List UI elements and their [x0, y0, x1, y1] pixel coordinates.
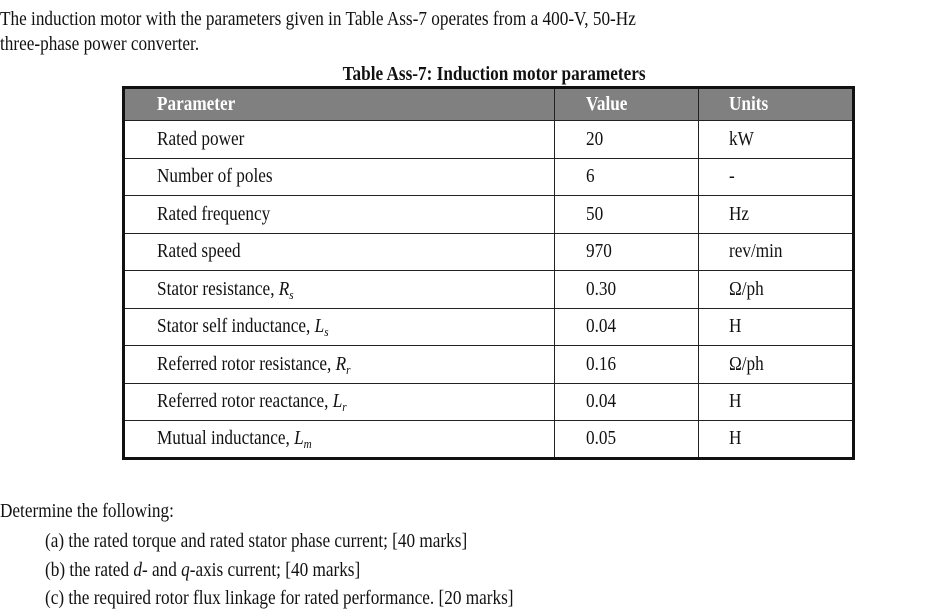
- text: 0.04: [586, 315, 617, 338]
- text: -: [729, 165, 735, 188]
- text: 20: [586, 127, 604, 150]
- value-cell: 6: [554, 157, 699, 196]
- question-item: (b) the rated d- and q-axis current; [40…: [45, 559, 412, 581]
- text: Rated power: [157, 127, 245, 150]
- parameter-cell: Referred rotor reactance, Lr: [123, 382, 555, 421]
- text: 6: [586, 165, 595, 188]
- table-row: Rated speed 970 rev/min: [123, 232, 854, 271]
- text: (a) the rated torque and rated stator ph…: [45, 530, 468, 552]
- text: Number of poles: [157, 165, 273, 188]
- text: Rated frequency: [157, 202, 271, 225]
- units-cell: H: [698, 420, 854, 459]
- question-item: (a) the rated torque and rated stator ph…: [45, 530, 536, 552]
- header-units: Units: [698, 87, 854, 121]
- table-row: Rated frequency 50 Hz: [123, 195, 854, 234]
- header-parameter: Parameter: [123, 87, 555, 121]
- text: d: [133, 559, 142, 581]
- table-caption: Table Ass-7: Induction motor parameters: [0, 63, 928, 85]
- text: Ω/ph: [729, 277, 764, 300]
- text: Mutual inductance,: [157, 427, 295, 450]
- text: H: [729, 427, 742, 450]
- value-cell: 0.05: [554, 420, 699, 459]
- parameter-subscript: m: [303, 436, 312, 452]
- intro-text-2: three-phase power converter.: [0, 33, 200, 55]
- parameter-cell: Rated speed: [123, 232, 555, 271]
- text: Units: [729, 93, 769, 115]
- text: Ω/ph: [729, 352, 764, 375]
- text: H: [729, 390, 742, 413]
- intro-line-2: three-phase power converter.: [0, 33, 232, 55]
- parameter-cell: Rated frequency: [123, 195, 555, 234]
- parameter-subscript: r: [342, 399, 347, 415]
- value-cell: 0.30: [554, 270, 699, 309]
- intro-line-1: The induction motor with the parameters …: [0, 8, 739, 30]
- table-header-row: Parameter Value Units: [123, 87, 854, 121]
- text: Value: [586, 93, 628, 115]
- units-cell: Ω/ph: [698, 270, 854, 309]
- text: 0.05: [586, 427, 617, 450]
- text: q: [181, 559, 190, 581]
- text: 0.04: [586, 390, 617, 413]
- text: Hz: [729, 202, 750, 225]
- parameter-symbol: L: [294, 427, 304, 450]
- table-row: Referred rotor reactance, Lr 0.04 H: [123, 382, 854, 421]
- text: - and: [141, 559, 182, 581]
- header-value: Value: [554, 87, 699, 121]
- text: (b) the rated: [45, 559, 134, 581]
- parameter-subscript: s: [324, 324, 329, 340]
- table-row: Stator self inductance, Ls 0.04 H: [123, 307, 854, 346]
- text: Parameter: [157, 93, 236, 115]
- intro-text-1: The induction motor with the parameters …: [0, 8, 636, 30]
- text: Referred rotor resistance,: [157, 352, 336, 375]
- value-cell: 50: [554, 195, 699, 234]
- parameter-cell: Rated power: [123, 120, 555, 159]
- units-cell: Ω/ph: [698, 345, 854, 384]
- text: kW: [729, 127, 754, 150]
- question-item: (c) the required rotor flux linkage for …: [45, 587, 590, 609]
- units-cell: H: [698, 382, 854, 421]
- table-row: Rated power 20 kW: [123, 120, 854, 159]
- value-cell: 20: [554, 120, 699, 159]
- table-row: Referred rotor resistance, Rr 0.16 Ω/ph: [123, 345, 854, 384]
- text: Referred rotor reactance,: [157, 390, 333, 413]
- units-cell: kW: [698, 120, 854, 159]
- table-row: Number of poles 6 -: [123, 157, 854, 196]
- parameter-symbol: L: [332, 390, 343, 413]
- parameter-symbol: R: [278, 277, 290, 300]
- text: rev/min: [729, 240, 783, 263]
- text: 50: [586, 202, 604, 225]
- units-cell: Hz: [698, 195, 854, 234]
- value-cell: 0.16: [554, 345, 699, 384]
- parameter-cell: Referred rotor resistance, Rr: [123, 345, 555, 384]
- value-cell: 970: [554, 232, 699, 271]
- text: 0.16: [586, 352, 617, 375]
- parameter-symbol: R: [335, 352, 347, 375]
- text: 0.30: [586, 277, 617, 300]
- parameter-cell: Stator self inductance, Ls: [123, 307, 555, 346]
- units-cell: H: [698, 307, 854, 346]
- units-cell: -: [698, 157, 854, 196]
- value-cell: 0.04: [554, 382, 699, 421]
- parameter-subscript: s: [289, 286, 294, 302]
- parameter-cell: Number of poles: [123, 157, 555, 196]
- parameter-symbol: L: [314, 315, 325, 338]
- table-row: Stator resistance, Rs 0.30 Ω/ph: [123, 270, 854, 309]
- text: Rated speed: [157, 240, 241, 263]
- table-caption-text: Table Ass-7: Induction motor parameters: [342, 63, 646, 85]
- text: Stator self inductance,: [157, 315, 315, 338]
- table-row: Mutual inductance, Lm 0.05 H: [123, 420, 854, 459]
- value-cell: 0.04: [554, 307, 699, 346]
- text: Determine the following:: [0, 500, 174, 522]
- text: Stator resistance,: [157, 277, 279, 300]
- text: -axis current; [40 marks]: [189, 559, 361, 581]
- parameter-subscript: r: [346, 361, 351, 377]
- questions-prompt: Determine the following:: [0, 500, 202, 522]
- units-cell: rev/min: [698, 232, 854, 271]
- parameters-table: Parameter Value Units Rated power 20 kW Num…: [122, 86, 855, 460]
- parameter-cell: Mutual inductance, Lm: [123, 420, 555, 459]
- parameter-cell: Stator resistance, Rs: [123, 270, 555, 309]
- text: 970: [586, 240, 612, 263]
- text: H: [729, 315, 742, 338]
- text: (c) the required rotor flux linkage for …: [45, 587, 514, 609]
